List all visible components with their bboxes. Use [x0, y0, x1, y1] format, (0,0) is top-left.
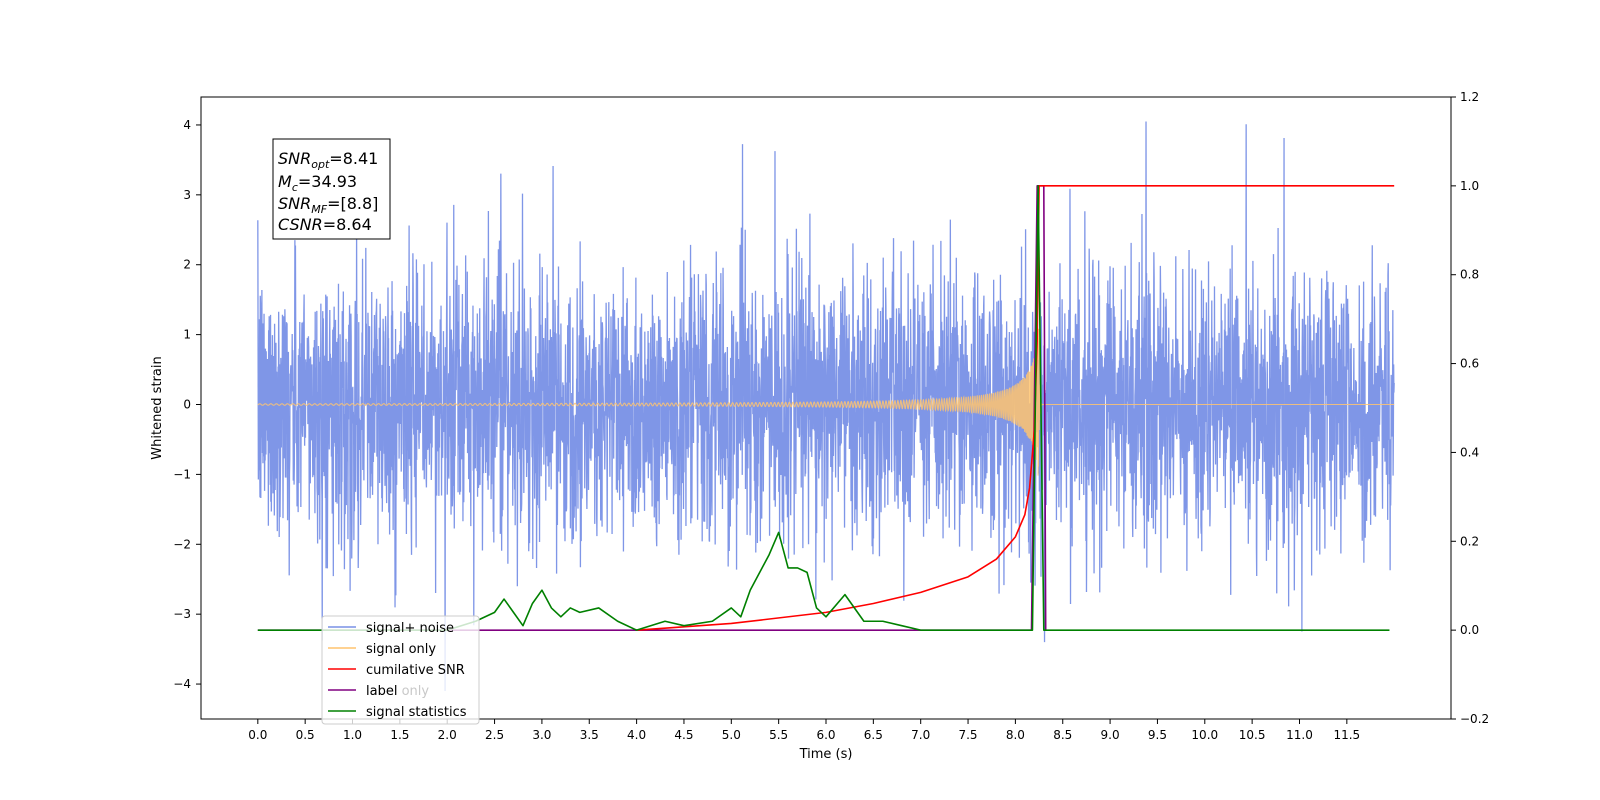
y2-tick-label: 1.2 — [1460, 90, 1479, 104]
y2-axis-ticks: 1.2 1.0 0.8 0.6 0.4 0.2 0.0 −0.2 — [1451, 90, 1489, 726]
x-tick-label: 1.5 — [390, 728, 409, 742]
x-tick-label: 3.0 — [532, 728, 551, 742]
y2-tick-label: −0.2 — [1460, 712, 1489, 726]
y-axis-ticks: 4 3 2 1 0 −1 −2 −3 −4 — [173, 118, 201, 691]
y-tick-label: 1 — [183, 328, 191, 342]
legend-label-cumulative-snr: cumilative SNR — [366, 663, 465, 678]
x-tick-label: 4.0 — [627, 728, 646, 742]
legend-entry-signal-statistics: signal statistics — [328, 705, 467, 720]
x-tick-label: 7.5 — [958, 728, 977, 742]
series-label — [257, 185, 1047, 631]
series-cumulative-snr — [636, 185, 1395, 631]
y-tick-label: −1 — [173, 467, 191, 481]
series-signal-statistics — [257, 185, 1390, 631]
y-tick-label: −3 — [173, 607, 191, 621]
x-tick-label: 5.0 — [722, 728, 741, 742]
annotation-line-snr-opt: SNRopt=8.41 — [278, 149, 378, 171]
y-tick-label: −4 — [173, 677, 191, 691]
x-tick-label: 4.5 — [674, 728, 693, 742]
x-tick-label: 0.0 — [248, 728, 267, 742]
x-tick-label: 6.0 — [816, 728, 835, 742]
legend-label-signal-noise: signal+ noise — [366, 621, 454, 636]
x-tick-label: 0.5 — [296, 728, 315, 742]
x-tick-label: 8.5 — [1053, 728, 1072, 742]
series-signal-only — [257, 328, 1395, 476]
series-signal-noise — [257, 121, 1395, 692]
y-tick-label: 3 — [183, 188, 191, 202]
y-tick-label: 0 — [183, 398, 191, 412]
legend-label-label: label — [366, 684, 397, 699]
x-tick-label: 11.5 — [1333, 728, 1360, 742]
x-tick-label: 3.5 — [580, 728, 599, 742]
annotation-line-chirp-mass: Mc=34.93 — [278, 172, 357, 194]
plot-area — [257, 121, 1395, 692]
x-tick-label: 10.5 — [1239, 728, 1266, 742]
x-tick-label: 8.0 — [1006, 728, 1025, 742]
annotation-line-csnr: CSNR=8.64 — [278, 215, 372, 234]
annotation-line-snr-mf: SNRMF=[8.8] — [278, 194, 378, 216]
legend-entry-signal-noise: signal+ noise — [328, 621, 454, 636]
x-tick-label: 9.0 — [1101, 728, 1120, 742]
y-tick-label: 2 — [183, 258, 191, 272]
y2-tick-label: 0.4 — [1460, 445, 1479, 459]
y2-tick-label: 0.8 — [1460, 268, 1479, 282]
y2-tick-label: 0.2 — [1460, 534, 1479, 548]
y2-tick-label: 1.0 — [1460, 179, 1479, 193]
legend-label-signal-statistics: signal statistics — [366, 705, 467, 720]
x-tick-label: 1.0 — [343, 728, 362, 742]
x-tick-label: 7.0 — [911, 728, 930, 742]
y-axis-label: Whitened strain — [150, 356, 165, 459]
legend-entry-label: label — [328, 684, 397, 699]
x-tick-label: 11.0 — [1286, 728, 1313, 742]
legend-hidden-label-only-text: label only — [366, 684, 429, 699]
x-axis-label: Time (s) — [799, 747, 853, 762]
x-axis-ticks: 0.0 0.5 1.0 1.5 2.0 2.5 3.0 3.5 4.0 4.5 5.0 5.5 6.0 6… — [248, 719, 1360, 742]
x-tick-label: 9.5 — [1148, 728, 1167, 742]
y-tick-label: −2 — [173, 537, 191, 551]
legend-label-signal-only: signal only — [366, 642, 436, 657]
y2-tick-label: 0.0 — [1460, 623, 1479, 637]
x-tick-label: 2.5 — [485, 728, 504, 742]
x-tick-label: 10.0 — [1191, 728, 1218, 742]
x-tick-label: 6.5 — [864, 728, 883, 742]
legend-entry-cumulative-snr: cumilative SNR — [328, 663, 465, 678]
x-tick-label: 2.0 — [438, 728, 457, 742]
snr-annotation-box: SNRopt=8.41 Mc=34.93 SNRMF=[8.8] CSNR=8.… — [272, 138, 391, 240]
legend: label only signal+ noise signal only cum… — [321, 615, 480, 725]
y-tick-label: 4 — [183, 118, 191, 132]
y2-tick-label: 0.6 — [1460, 357, 1479, 371]
legend-entry-signal-only: signal only — [328, 642, 436, 657]
x-tick-label: 5.5 — [769, 728, 788, 742]
